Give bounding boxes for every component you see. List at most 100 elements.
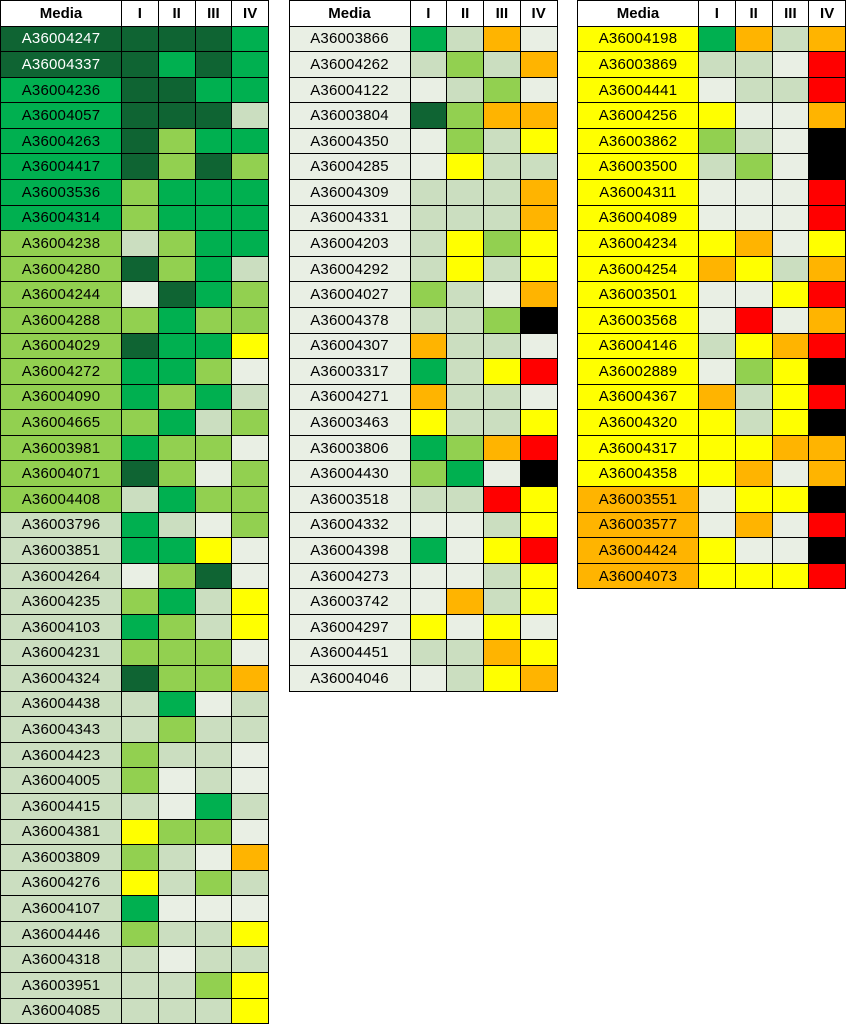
media-id-cell: A36004451 [288,639,411,667]
media-id-cell: A36004311 [577,179,699,206]
media-id-cell: A36004090 [0,383,122,411]
table-row: A36004285 [288,153,558,181]
table-row: A36004417 [0,153,269,181]
heat-cell-II [446,204,484,232]
heat-cell-III [771,255,810,283]
table-row: A36003536 [0,179,269,206]
table-row: A36003742 [288,588,558,615]
heat-cell-I [121,767,159,794]
heat-cell-IV [231,869,269,897]
heat-cell-II [446,613,484,641]
heat-cell-III [194,716,233,743]
heat-cell-I [409,588,448,615]
media-id-cell: A36004320 [577,409,699,436]
heat-cell-II [157,511,196,539]
heat-cell-III [194,25,233,53]
media-id-cell: A36004071 [0,460,122,487]
heat-cell-II [157,153,196,181]
heat-cell-III [771,25,810,53]
table-row: A36004107 [0,895,269,922]
heat-cell-I [409,511,448,539]
media-id-cell: A36003568 [577,306,699,334]
heat-cell-I [409,102,448,129]
media-id-cell: A36004235 [0,588,122,615]
media-id-cell: A36003317 [288,358,411,385]
heat-cell-II [157,383,196,411]
heat-cell-IV [231,281,269,308]
heat-cell-IV [519,383,558,411]
heat-cell-IV [231,153,269,181]
heat-cell-I [698,434,736,462]
media-id-cell: A36004297 [288,613,411,641]
heat-cell-IV [519,537,558,564]
heat-cell-IV [519,102,558,129]
heat-cell-II [734,383,773,411]
heat-cell-III [194,255,233,283]
heat-cell-I [121,255,159,283]
heatmap-table-2: Media I II III IV A36003866 A36004262 A36004122… [288,0,558,692]
table-row: A36004350 [288,127,558,155]
heat-cell-II [734,409,773,436]
heat-cell-II [157,639,196,667]
table-row: A36004441 [577,76,846,104]
heat-cell-I [121,25,159,53]
column-header-I: I [698,0,736,27]
column-header-IV: IV [519,0,558,27]
media-id-cell: A36004441 [577,76,699,104]
heat-cell-III [194,51,233,78]
heat-cell-IV [808,76,846,104]
heat-cell-I [121,76,159,104]
column-header-III: III [194,0,233,27]
table-row: A36004332 [288,511,558,539]
media-id-cell: A36004271 [288,383,411,411]
heat-cell-IV [519,562,558,590]
heat-cell-IV [519,230,558,257]
media-id-cell: A36004027 [288,281,411,308]
table-row: A36004317 [577,434,846,462]
heat-cell-I [121,588,159,615]
heat-cell-II [446,179,484,206]
media-id-cell: A36004423 [0,741,122,769]
column-header-IV: IV [808,0,846,27]
heat-cell-II [157,409,196,436]
table-row: A36003500 [577,153,846,181]
heat-cell-IV [808,434,846,462]
media-id-cell: A36003862 [577,127,699,155]
heat-cell-III [194,741,233,769]
heat-cell-IV [519,51,558,78]
table-row: A36004358 [577,460,846,487]
table-row: A36003518 [288,485,558,513]
table-row: A36004198 [577,25,846,53]
media-id-cell: A36004324 [0,665,122,692]
media-id-cell: A36003742 [288,588,411,615]
heat-cell-II [157,588,196,615]
heat-cell-III [771,434,810,462]
heat-cell-I [121,920,159,948]
heat-cell-I [409,358,448,385]
heat-cell-III [771,204,810,232]
media-id-cell: A36004254 [577,255,699,283]
table-row: A36004247 [0,25,269,53]
heat-cell-IV [231,485,269,513]
media-id-cell: A36004358 [577,460,699,487]
heat-cell-III [194,869,233,897]
heat-cell-II [734,127,773,155]
heat-cell-I [121,102,159,129]
heat-cell-I [121,971,159,999]
media-id-cell: A36004285 [288,153,411,181]
table-row: A36003551 [577,485,846,513]
heat-cell-I [698,25,736,53]
heat-cell-III [483,179,521,206]
heat-cell-III [194,562,233,590]
media-id-cell: A36004198 [577,25,699,53]
heat-cell-II [157,741,196,769]
heat-cell-II [157,460,196,487]
heat-cell-III [483,409,521,436]
heat-cell-III [771,485,810,513]
heat-cell-II [446,639,484,667]
heat-cell-II [157,25,196,53]
media-id-cell: A36004247 [0,25,122,53]
heat-cell-IV [519,358,558,385]
table-row: A36004367 [577,383,846,411]
